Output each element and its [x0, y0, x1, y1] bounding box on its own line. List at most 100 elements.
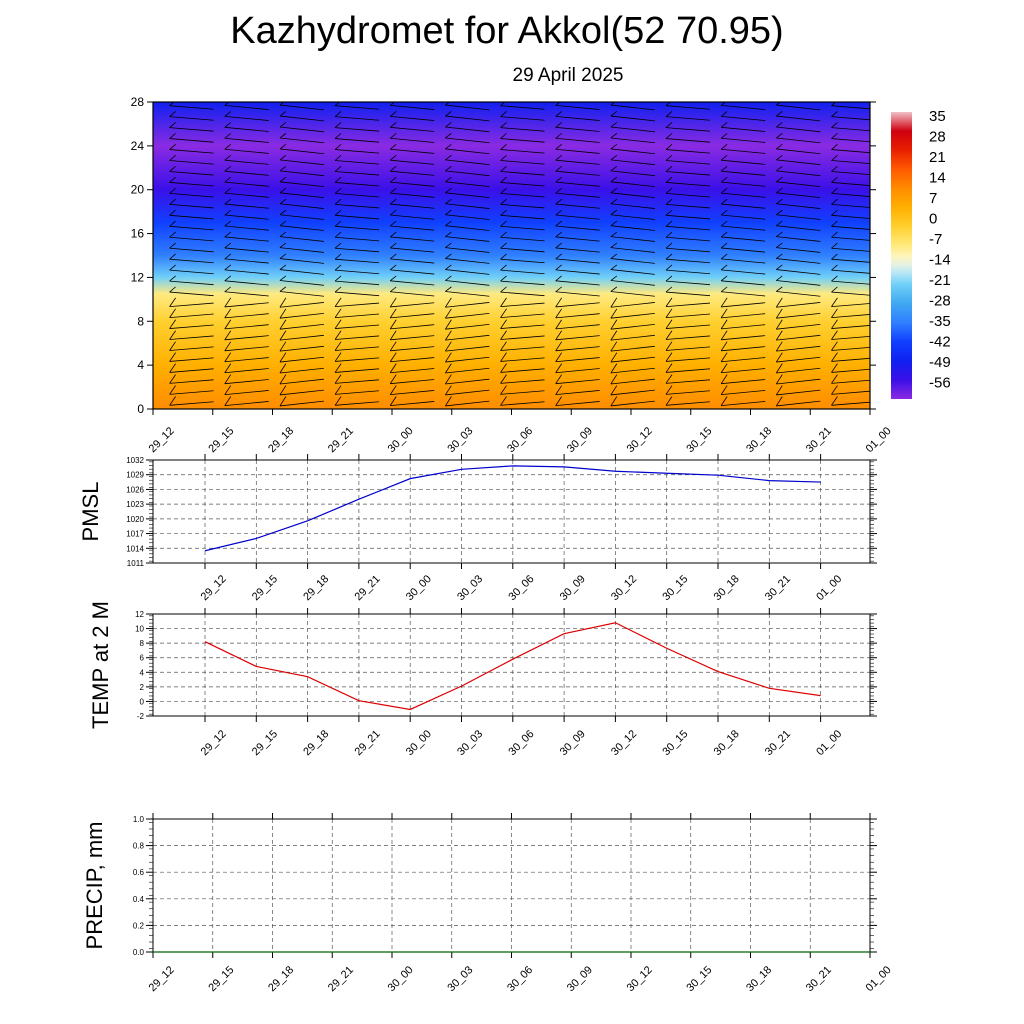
wind-barb	[335, 379, 380, 384]
wind-barb-tick	[224, 275, 232, 282]
x-tick-label: 30_18	[744, 964, 774, 994]
wind-barb-tick	[334, 330, 342, 340]
wind-barb-tick	[389, 319, 397, 330]
wind-barb-tick	[224, 187, 232, 194]
wind-barb-tick	[776, 111, 783, 117]
wind-barb	[555, 269, 600, 275]
wind-barb	[610, 280, 655, 286]
wind-barb-tick	[334, 253, 342, 260]
wind-barb	[445, 170, 490, 177]
wind-barb-tick	[169, 275, 176, 282]
wind-barb-tick	[169, 385, 176, 395]
wind-barb	[721, 379, 766, 385]
wind-barb-tick	[389, 352, 397, 362]
precip-panel: 0.0 0.2 0.4 0.6 0.8 1.0 29_12 29_15 29_18 29_21 30…	[82, 813, 894, 994]
y-axis-label: PRECIP, mm	[82, 822, 107, 950]
x-tick-label: 29_18	[301, 728, 331, 758]
wind-barb	[279, 378, 324, 385]
wind-barb	[665, 127, 711, 132]
wind-barb	[500, 324, 545, 329]
wind-barb-tick	[555, 144, 562, 150]
wind-barb	[390, 236, 435, 242]
wind-barb	[390, 302, 435, 308]
wind-barb	[610, 225, 655, 231]
wind-barb-tick	[279, 187, 287, 194]
x-tick-label: 30_09	[558, 728, 588, 758]
wind-barb	[610, 170, 655, 177]
y-axis-label: TEMP at 2 M	[88, 601, 113, 729]
wind-barb	[279, 192, 324, 198]
wind-barb-tick	[224, 133, 232, 139]
wind-barb	[169, 258, 214, 264]
wind-barb	[335, 280, 380, 286]
wind-barb	[500, 247, 545, 253]
wind-barb	[169, 171, 214, 176]
wind-barb-tick	[720, 176, 728, 183]
wind-barb-tick	[720, 133, 728, 139]
wind-barb-tick	[224, 319, 232, 330]
wind-barb-tick	[334, 319, 342, 329]
x-tick-label: 29_15	[250, 573, 280, 603]
wind-barb	[610, 389, 655, 396]
wind-barb	[224, 104, 269, 110]
wind-barb-tick	[334, 231, 342, 238]
y-tick-label: 12	[131, 270, 145, 284]
wind-barb	[169, 225, 214, 231]
wind-barb-tick	[500, 297, 507, 307]
wind-barb	[555, 258, 600, 264]
wind-barb	[224, 225, 269, 231]
wind-barb-tick	[555, 198, 562, 205]
wind-barb	[445, 214, 490, 220]
wind-barb-tick	[389, 385, 397, 395]
x-tick-label: 30_21	[763, 728, 793, 758]
wind-barb	[831, 160, 870, 165]
wind-barb-tick	[665, 275, 673, 282]
wind-barb	[224, 203, 269, 209]
wind-barb	[224, 401, 269, 407]
colorbar-label: -28	[929, 293, 951, 310]
wind-barb-tick	[500, 341, 507, 351]
colorbar-label: 14	[929, 170, 946, 187]
colorbar-label: 35	[929, 108, 946, 125]
x-tick-label: 30_06	[505, 425, 535, 455]
wind-barb	[279, 313, 324, 319]
wind-barb-tick	[831, 297, 838, 307]
wind-barb-tick	[169, 220, 176, 227]
wind-barb-tick	[555, 308, 563, 319]
wind-barb	[831, 291, 870, 296]
wind-barb	[721, 269, 766, 275]
wind-barb	[390, 390, 435, 396]
y-tick-label: 2	[140, 683, 145, 692]
wind-barb	[610, 203, 655, 209]
wind-barb-tick	[555, 352, 563, 362]
wind-barb-tick	[610, 253, 618, 259]
wind-barb	[555, 302, 600, 308]
wind-barb-tick	[555, 385, 563, 395]
wind-barb-tick	[831, 275, 838, 282]
y-tick-label: 0.6	[133, 868, 145, 877]
wind-barb	[500, 302, 545, 308]
wind-barb	[555, 379, 600, 385]
wind-barb-tick	[555, 133, 562, 139]
wind-barb-tick	[334, 122, 342, 128]
wind-barb-tick	[831, 253, 838, 260]
wind-barb	[335, 302, 380, 308]
wind-barb-tick	[169, 133, 176, 139]
wind-barb-tick	[831, 231, 838, 238]
wind-barb-tick	[389, 209, 397, 216]
wind-barb	[445, 269, 490, 275]
wind-barb	[831, 280, 870, 285]
wind-barb	[445, 367, 490, 374]
wind-barb-tick	[555, 341, 563, 352]
x-tick-label: 01_00	[814, 573, 844, 603]
wind-barb	[224, 214, 269, 220]
wind-barb	[555, 247, 600, 253]
wind-barb-tick	[389, 242, 397, 249]
wind-barb	[390, 192, 435, 198]
wind-barb-tick	[279, 165, 287, 172]
wind-barb	[279, 367, 324, 374]
wind-barb	[500, 335, 545, 340]
wind-barb	[665, 138, 711, 143]
wind-barb-tick	[389, 133, 397, 139]
wind-barb-tick	[720, 264, 728, 271]
